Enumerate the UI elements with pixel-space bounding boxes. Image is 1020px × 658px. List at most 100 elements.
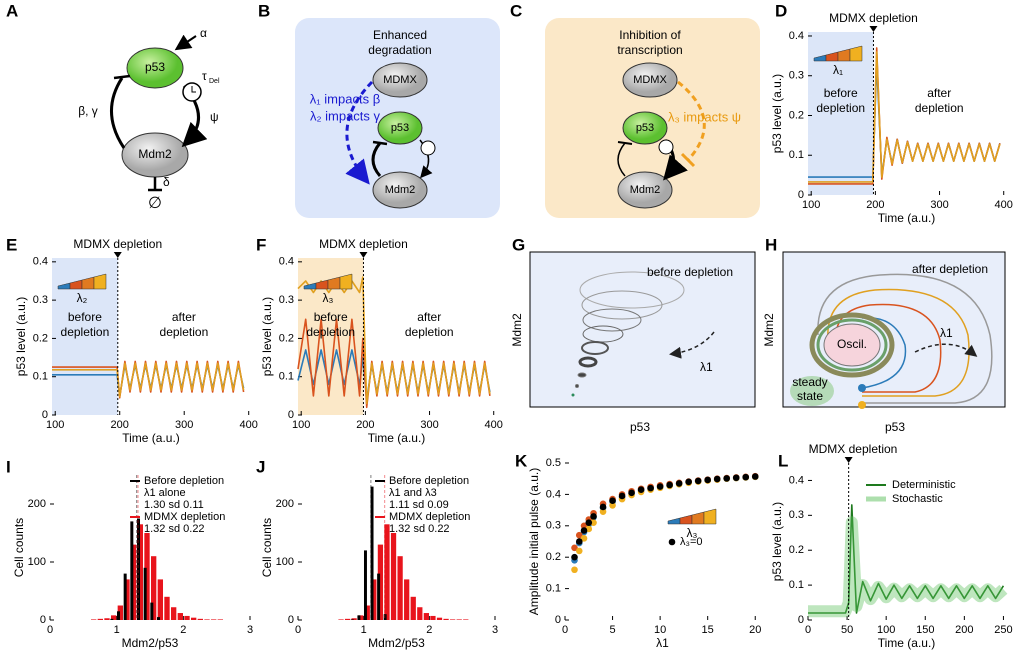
start-point xyxy=(858,401,866,409)
y-axis-label: Cell counts xyxy=(12,518,26,577)
point xyxy=(713,475,721,483)
bar xyxy=(117,611,120,620)
bar xyxy=(171,607,177,620)
y-tick-label: 0.3 xyxy=(789,509,804,521)
point xyxy=(751,473,759,480)
note: λ₂ impacts γ xyxy=(310,108,381,123)
x-tick-label: 250 xyxy=(994,624,1012,636)
point xyxy=(580,535,588,542)
inhibition-bar xyxy=(372,140,388,146)
panel-label: J xyxy=(256,457,265,476)
x-tick-label: 0 xyxy=(805,624,811,636)
bar xyxy=(104,618,110,620)
arrow xyxy=(174,34,197,51)
y-tick-label: 0.2 xyxy=(33,332,48,344)
bar xyxy=(404,579,410,620)
bar xyxy=(456,619,462,620)
region-label: after xyxy=(927,86,951,100)
panel-label: F xyxy=(256,235,266,254)
x-tick-label: 300 xyxy=(420,419,438,431)
x-tick-label: 100 xyxy=(292,419,310,431)
chart-panel-k: K 0 0.1 0.2 0.3 0.4 0.5 0 5 10 15 20 λ1 Amplitude ini… xyxy=(515,451,761,650)
y-tick-label: 0 xyxy=(40,614,46,626)
point xyxy=(732,474,740,482)
bar xyxy=(177,613,183,620)
y-axis-label: Cell counts xyxy=(260,518,274,577)
region-label: Oscil. xyxy=(837,337,867,351)
y-tick-label: 200 xyxy=(276,498,294,510)
y-tick-label: 100 xyxy=(28,556,46,568)
node xyxy=(622,111,668,145)
bar xyxy=(131,544,137,620)
point xyxy=(675,480,683,487)
y-tick-label: 0.1 xyxy=(546,583,561,595)
plot-area xyxy=(529,251,756,408)
panel-label: H xyxy=(765,235,777,254)
panel-c: C Inhibition of transcription MDMX p53 M… xyxy=(510,1,760,218)
arrow-label: λ1 xyxy=(940,326,953,340)
region-label: depletion xyxy=(405,325,454,339)
y-tick-label: 0.1 xyxy=(789,149,804,161)
region-label: depletion xyxy=(160,325,209,339)
x-tick-label: 150 xyxy=(916,624,934,636)
bar xyxy=(351,618,357,620)
x-tick-label: 0 xyxy=(295,624,301,636)
y-tick-label: 100 xyxy=(276,556,294,568)
delay: τ xyxy=(202,69,207,83)
point xyxy=(647,484,654,492)
chart-panel-d: D 0 0.1 0.2 0.3 0.4 100 200 300 400 Time (a.u.) p53… xyxy=(770,1,1013,225)
bar xyxy=(184,615,190,620)
point xyxy=(666,481,673,489)
y-axis-label: p53 level (a.u.) xyxy=(770,502,784,581)
point xyxy=(656,483,664,490)
region-label: depletion xyxy=(306,325,355,339)
panel-label: B xyxy=(258,1,270,20)
line-band xyxy=(808,516,1008,618)
bar xyxy=(191,617,197,620)
inhibition-bar xyxy=(113,74,131,80)
point xyxy=(590,513,597,520)
legend-gradient xyxy=(849,45,863,62)
region-label: state xyxy=(797,389,823,403)
panel-label: C xyxy=(510,1,522,20)
bar xyxy=(390,533,397,620)
bar xyxy=(123,573,127,620)
bar xyxy=(137,518,140,620)
y-tick-label: 0.1 xyxy=(33,371,48,383)
bar xyxy=(97,618,103,620)
trajectory xyxy=(571,271,685,397)
x-tick-label: 200 xyxy=(866,199,884,211)
panel-label: D xyxy=(775,1,787,20)
point xyxy=(575,538,583,545)
y-tick-label: 200 xyxy=(28,498,46,510)
param: α xyxy=(200,26,207,40)
y-axis-label: Amplitude initial pulse (a.u.) xyxy=(527,468,541,615)
line xyxy=(52,362,245,398)
y-tick-label: 0.4 xyxy=(789,30,804,42)
title: before depletion xyxy=(647,265,733,279)
panel-label: I xyxy=(6,457,11,476)
y-tick-label: 0.2 xyxy=(279,332,294,344)
bar xyxy=(150,602,154,620)
legend-label: Deterministic xyxy=(892,479,956,491)
point xyxy=(590,519,597,526)
legend-note: 1.11 sd 0.09 xyxy=(389,499,449,511)
y-tick-label: 0.2 xyxy=(789,544,804,556)
bar xyxy=(363,550,367,620)
x-tick-label: 400 xyxy=(485,419,503,431)
bar xyxy=(197,618,203,620)
x-axis-label: Time (a.u.) xyxy=(122,431,180,445)
point xyxy=(571,553,578,561)
region-label: depletion xyxy=(915,101,964,115)
bar xyxy=(423,613,430,620)
x-tick-label: 10 xyxy=(654,624,666,636)
line xyxy=(808,51,1001,183)
x-tick-label: 3 xyxy=(247,624,253,636)
clock-hands xyxy=(191,86,196,93)
x-tick-label: 100 xyxy=(877,624,895,636)
legend-label: λ₂ xyxy=(77,291,88,305)
legend-label: MDMX depletion xyxy=(389,511,470,523)
point xyxy=(599,508,607,515)
bar xyxy=(370,486,374,620)
